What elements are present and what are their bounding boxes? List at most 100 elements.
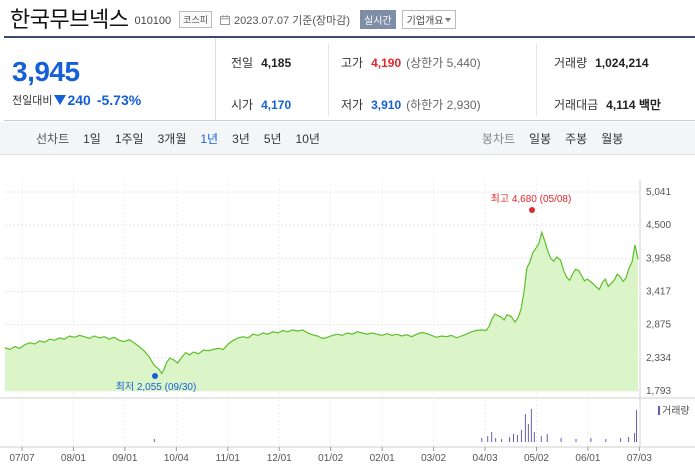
y-tick-label: 2,334	[646, 353, 671, 364]
stat-low: 저가 3,910 (하한가 2,930)	[341, 96, 481, 113]
volume-value: 1,024,214	[595, 55, 649, 70]
amount-label: 거래대금	[554, 98, 599, 112]
y-tick-label: 1,793	[646, 386, 671, 397]
period-10y[interactable]: 10년	[295, 131, 320, 146]
x-tick-label: 07/03	[627, 453, 652, 464]
volume-bar	[533, 432, 535, 442]
base-date: 2023.07.07 기준(장마감)	[234, 14, 351, 27]
change-percent: -5.73%	[96, 92, 142, 108]
change-row: 전일대비 240 -5.73%	[12, 92, 215, 108]
low-label: 저가	[341, 98, 364, 112]
price-chart[interactable]: 5,041 4,500 3,958 3,417 2,875 2,334 1,793 07/0…	[0, 170, 695, 474]
current-price: 3,945	[12, 56, 80, 87]
high-label: 고가	[341, 56, 364, 70]
candle-weekly[interactable]: 주봉	[565, 131, 588, 146]
chevron-down-icon	[445, 17, 452, 22]
stat-prev-close: 전일 4,185	[231, 54, 291, 71]
volume-bar	[481, 438, 483, 442]
volume-bar	[634, 433, 636, 442]
period-1w[interactable]: 1주일	[114, 131, 144, 146]
volume-bar	[628, 437, 630, 442]
price-stats: 전일 4,185 고가 4,190 (상한가 5,440) 거래량 1,024,…	[216, 38, 695, 120]
period-5y[interactable]: 5년	[263, 131, 282, 146]
stat-high: 고가 4,190 (상한가 5,440)	[341, 54, 481, 71]
calendar-icon	[220, 14, 231, 25]
stock-code: 010100	[134, 15, 172, 27]
realtime-button[interactable]: 실시간	[360, 10, 396, 29]
volume-bar	[520, 430, 522, 442]
volume-bar	[530, 409, 532, 442]
prev-close-label: 전일	[231, 56, 254, 70]
y-tick-label: 4,500	[646, 220, 671, 231]
period-1d[interactable]: 1일	[83, 131, 101, 146]
volume-bar	[636, 410, 638, 442]
volume-label: 거래량	[554, 56, 588, 70]
company-overview-button[interactable]: 기업개요	[401, 10, 457, 29]
period-3m[interactable]: 3개월	[157, 131, 187, 146]
volume-bar	[540, 436, 542, 442]
low-value: 3,910	[371, 97, 402, 112]
min-price-marker	[152, 373, 158, 379]
volume-bar	[153, 439, 155, 442]
line-chart-label: 선차트	[36, 131, 70, 146]
y-tick-label: 5,041	[646, 187, 671, 198]
candle-daily[interactable]: 일봉	[529, 131, 552, 146]
y-axis-ticks: 5,041 4,500 3,958 3,417 2,875 2,334 1,793	[646, 187, 671, 397]
y-tick-label: 3,417	[646, 287, 671, 298]
x-tick-label: 01/02	[318, 453, 343, 464]
stock-name: 한국무브넥스	[10, 7, 129, 32]
volume-bar	[527, 424, 529, 442]
chart-period-bar: 선차트 1일 1주일 3개월 1년 3년 5년 10년 봉차트 일봉 주봉 월봉	[0, 122, 695, 155]
x-tick-label: 06/01	[575, 453, 600, 464]
prev-close-value: 4,185	[261, 55, 292, 70]
max-price-marker	[529, 207, 535, 213]
high-value: 4,190	[371, 55, 402, 70]
upper-limit: (상한가 5,440)	[406, 56, 481, 70]
stat-open: 시가 4,170	[231, 96, 291, 113]
market-badge: 코스피	[179, 11, 213, 28]
y-tick-label: 3,958	[646, 253, 671, 264]
x-tick-label: 08/01	[61, 453, 86, 464]
current-price-box: 3,945 전일대비 240 -5.73%	[4, 38, 216, 120]
volume-bar	[495, 438, 497, 442]
volume-bar	[516, 435, 518, 442]
volume-bar	[620, 438, 622, 442]
x-tick-label: 05/02	[524, 453, 549, 464]
x-tick-label: 10/04	[164, 453, 189, 464]
volume-bar	[575, 439, 577, 442]
stats-divider	[536, 44, 537, 116]
price-line	[4, 230, 639, 375]
volume-bar	[546, 434, 548, 442]
volume-bar	[524, 414, 526, 442]
stock-header: 한국무브넥스 010100 코스피 2023.07.07 기준(장마감) 실시간…	[0, 0, 695, 36]
amount-value: 4,114 백만	[606, 98, 661, 112]
volume-bar	[501, 439, 503, 442]
volume-bar	[590, 438, 592, 442]
candle-chart-label: 봉차트	[481, 131, 516, 146]
volume-bar	[509, 437, 511, 442]
volume-legend: 거래량	[662, 405, 690, 417]
open-label: 시가	[231, 98, 254, 112]
x-tick-label: 07/07	[9, 453, 34, 464]
x-tick-label: 11/01	[216, 453, 241, 464]
stat-volume: 거래량 1,024,214	[554, 54, 649, 71]
candle-monthly[interactable]: 월봉	[601, 131, 624, 146]
volume-legend-marker	[658, 406, 660, 415]
volume-bars	[153, 406, 660, 442]
price-summary: 3,945 전일대비 240 -5.73% 전일 4,185 고가 4,190 …	[4, 36, 695, 121]
volume-bar	[560, 438, 562, 442]
stats-divider	[328, 44, 329, 116]
open-value: 4,170	[261, 97, 292, 112]
down-triangle-icon	[54, 95, 67, 105]
company-overview-label: 기업개요	[406, 16, 444, 27]
price-area	[5, 232, 638, 391]
y-tick-label: 2,875	[646, 320, 671, 331]
volume-bar	[605, 439, 607, 442]
volume-bar	[513, 434, 514, 442]
x-tick-label: 09/01	[112, 453, 137, 464]
period-1y[interactable]: 1년	[200, 131, 219, 146]
period-3y[interactable]: 3년	[232, 131, 250, 146]
change-label: 전일대비	[12, 95, 53, 107]
chart-grid	[0, 180, 695, 448]
x-tick-label: 12/01	[267, 453, 292, 464]
